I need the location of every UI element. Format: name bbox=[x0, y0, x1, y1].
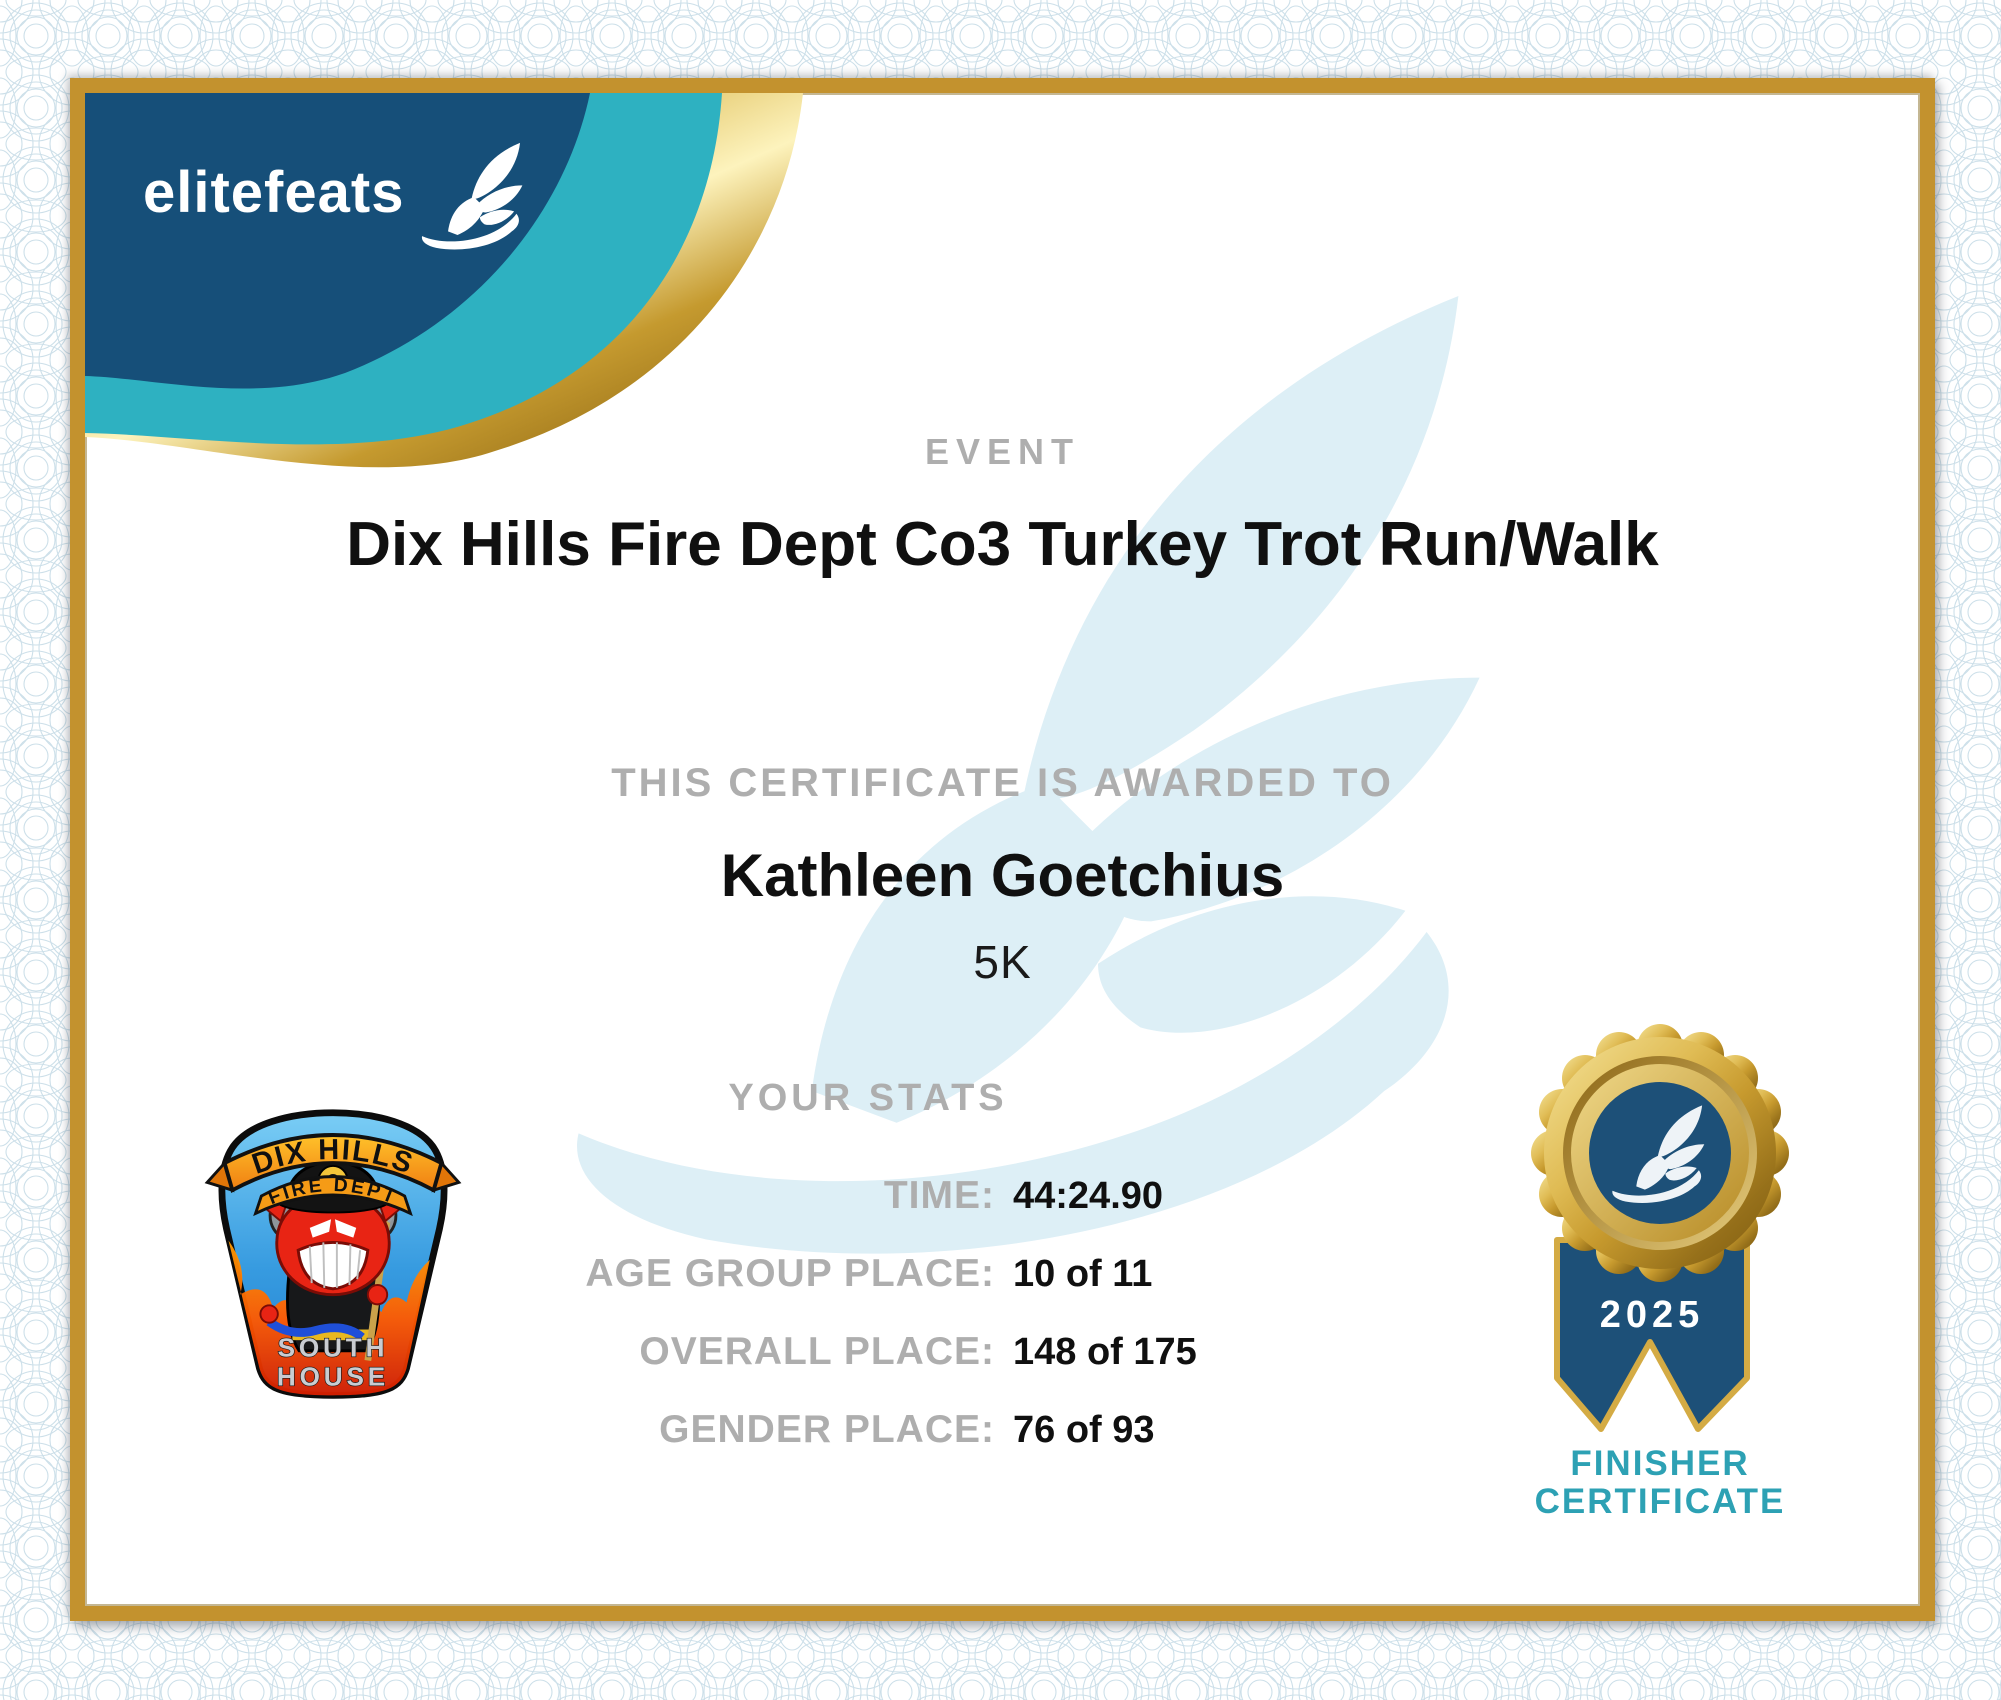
stat-row-time: TIME: 44:24.90 bbox=[85, 1157, 1920, 1235]
header-wave bbox=[85, 93, 803, 468]
certificate-panel: elitefeats EVENT Dix Hills Fire Dept Co3… bbox=[70, 78, 1935, 1621]
stat-row-gender-place: GENDER PLACE: 76 of 93 bbox=[85, 1391, 1920, 1469]
patch-bottom-text: SOUTH HOUSE bbox=[276, 1332, 389, 1392]
fire-dept-patch: 3 DIX HILLS FIRE DEPT SOUTH bbox=[204, 1109, 462, 1399]
finisher-caption-line1: FINISHER bbox=[1570, 1444, 1750, 1483]
stats-block: TIME: 44:24.90 AGE GROUP PLACE: 10 of 11… bbox=[85, 1157, 1920, 1469]
stat-row-overall-place: OVERALL PLACE: 148 of 175 bbox=[85, 1313, 1920, 1391]
medal-rosette-icon bbox=[1531, 1024, 1789, 1282]
brand-logo-text: elitefeats bbox=[143, 160, 405, 225]
finisher-caption-line2: CERTIFICATE bbox=[1534, 1482, 1786, 1521]
medal-year: 2025 bbox=[1600, 1294, 1705, 1336]
stats-heading: YOUR STATS bbox=[728, 1077, 1008, 1119]
stat-row-age-group-place: AGE GROUP PLACE: 10 of 11 bbox=[85, 1235, 1920, 1313]
event-title: Dix Hills Fire Dept Co3 Turkey Trot Run/… bbox=[346, 510, 1659, 579]
event-label: EVENT bbox=[924, 431, 1081, 472]
header-navy-swoosh bbox=[85, 93, 590, 389]
stat-value: 148 of 175 bbox=[1013, 1330, 1197, 1373]
stat-label: AGE GROUP PLACE: bbox=[585, 1252, 995, 1295]
patch-text-south: SOUTH bbox=[278, 1333, 389, 1363]
stat-label: OVERALL PLACE: bbox=[639, 1330, 995, 1373]
patch-text-house: HOUSE bbox=[277, 1362, 389, 1392]
stat-value: 10 of 11 bbox=[1013, 1252, 1153, 1295]
winged-foot-logo-icon bbox=[401, 137, 547, 255]
division-label: 5K bbox=[973, 936, 1032, 988]
recipient-name: Kathleen Goetchius bbox=[720, 842, 1285, 909]
stat-value: 44:24.90 bbox=[1013, 1174, 1164, 1217]
finisher-medal: 2025 bbox=[1531, 1024, 1789, 1432]
stat-label: TIME: bbox=[883, 1174, 995, 1217]
stat-value: 76 of 93 bbox=[1013, 1408, 1155, 1451]
award-label: THIS CERTIFICATE IS AWARDED TO bbox=[611, 761, 1394, 805]
finisher-caption: FINISHER CERTIFICATE bbox=[1530, 1445, 1790, 1521]
stat-label: GENDER PLACE: bbox=[659, 1408, 995, 1451]
